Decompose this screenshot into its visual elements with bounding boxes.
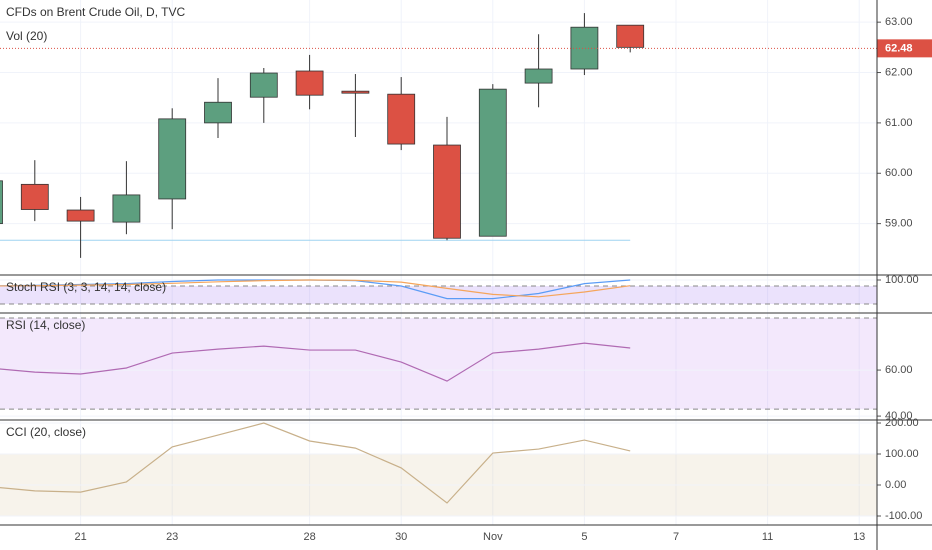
y-tick-label: 59.00 bbox=[885, 218, 913, 230]
candle-body bbox=[204, 101, 232, 124]
candle-body bbox=[387, 93, 416, 145]
candle-body bbox=[433, 144, 461, 239]
candle-body bbox=[158, 118, 187, 200]
band-fill bbox=[0, 318, 877, 410]
x-tick-label: 21 bbox=[74, 531, 86, 543]
candle-body bbox=[616, 24, 645, 48]
y-tick-label: 63.00 bbox=[885, 16, 913, 28]
x-tick-label: Nov bbox=[483, 531, 503, 543]
candle-body bbox=[295, 70, 324, 96]
candle-body bbox=[0, 180, 3, 225]
candle-body bbox=[478, 88, 507, 237]
indicator-line bbox=[0, 342, 631, 382]
y-tick-label: 60.00 bbox=[885, 364, 913, 376]
chart-subtitle: Vol (20) bbox=[6, 29, 47, 43]
indicator-line bbox=[0, 279, 631, 298]
candle-body bbox=[112, 194, 141, 223]
x-tick-label: 5 bbox=[581, 531, 587, 543]
candle-body bbox=[570, 26, 599, 70]
pane-title: RSI (14, close) bbox=[6, 318, 85, 332]
last-price-label: 62.48 bbox=[885, 42, 913, 54]
y-tick-label: 100.00 bbox=[885, 274, 919, 286]
y-tick-label: -100.00 bbox=[885, 510, 922, 522]
candle-body bbox=[66, 209, 95, 222]
pane-title: CCI (20, close) bbox=[6, 425, 86, 439]
y-tick-label: 40.00 bbox=[885, 410, 913, 422]
x-tick-label: 30 bbox=[395, 531, 407, 543]
y-tick-label: 60.00 bbox=[885, 167, 913, 179]
x-tick-label: 23 bbox=[166, 531, 178, 543]
x-tick-label: 11 bbox=[762, 531, 773, 543]
y-tick-label: 62.00 bbox=[885, 66, 913, 78]
plot-area bbox=[0, 0, 877, 525]
x-tick-label: 7 bbox=[673, 531, 679, 543]
last-price-tag bbox=[877, 39, 932, 58]
band-fill bbox=[0, 286, 877, 305]
candle-body bbox=[524, 68, 553, 84]
candle-body bbox=[341, 90, 370, 94]
y-tick-label: 200.00 bbox=[885, 417, 919, 429]
candle-body bbox=[20, 183, 49, 210]
y-tick-label: 100.00 bbox=[885, 448, 919, 460]
x-tick-label: 28 bbox=[303, 531, 315, 543]
pane-title: Stoch RSI (3, 3, 14, 14, close) bbox=[6, 280, 166, 294]
y-tick-label: 0.00 bbox=[885, 479, 906, 491]
x-tick-label: 13 bbox=[853, 531, 865, 543]
y-tick-label: 61.00 bbox=[885, 117, 913, 129]
candle-body bbox=[249, 72, 278, 98]
indicator-line bbox=[0, 422, 631, 504]
chart-title: CFDs on Brent Crude Oil, D, TVC bbox=[6, 5, 185, 19]
